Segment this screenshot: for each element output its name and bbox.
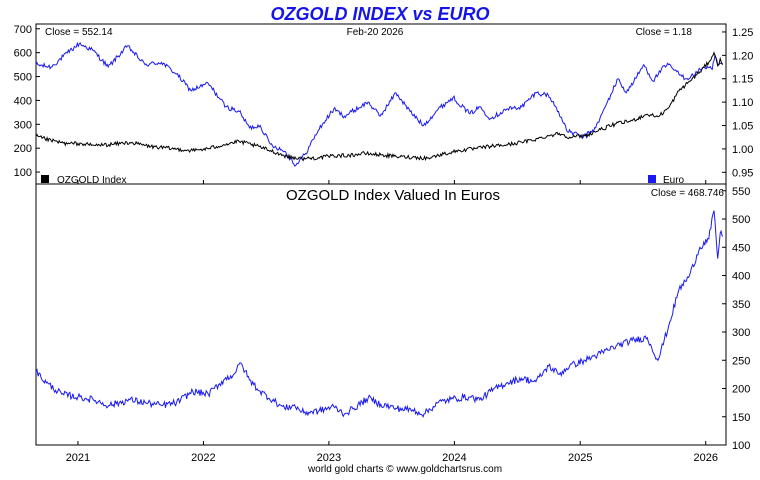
y-bottom-label-450: 450	[732, 242, 750, 254]
x-tick-label-2023: 2023	[317, 452, 341, 464]
y-right-label-1.1: 1.10	[732, 97, 753, 109]
y-bottom-label-200: 200	[732, 384, 750, 396]
y-left-label-700: 700	[14, 24, 32, 36]
y-left-label-600: 600	[14, 48, 32, 60]
y-bottom-label-300: 300	[732, 327, 750, 339]
y-left-label-200: 200	[14, 143, 32, 155]
y-right-label-1.2: 1.20	[732, 50, 753, 62]
top-close-right: Close = 1.18	[636, 27, 693, 38]
y-left-label-300: 300	[14, 119, 32, 131]
series-ozgold-in-euros	[35, 210, 724, 418]
x-tick-label-2024: 2024	[442, 452, 466, 464]
legend-euro-swatch	[648, 175, 656, 183]
lines-layer	[35, 41, 724, 418]
y-right-label-1.05: 1.05	[732, 121, 753, 133]
y-right-label-1: 1.00	[732, 144, 753, 156]
legend-index-swatch	[41, 175, 49, 183]
y-bottom-label-500: 500	[732, 214, 750, 226]
series-ozgold-index	[35, 51, 724, 162]
bottom-panel-frame	[35, 183, 727, 446]
bottom-panel-title: OZGOLD Index Valued In Euros	[286, 187, 500, 204]
y-right-label-1.25: 1.25	[732, 27, 753, 39]
x-tick-label-2021: 2021	[66, 452, 90, 464]
y-right-label-1.15: 1.15	[732, 74, 753, 86]
y-bottom-label-550: 550	[732, 186, 750, 198]
y-bottom-label-400: 400	[732, 271, 750, 283]
x-tick-label-2025: 2025	[568, 452, 592, 464]
top-close-left: Close = 552.14	[45, 27, 113, 38]
y-bottom-label-250: 250	[732, 355, 750, 367]
legend-index-label: OZGOLD Index	[57, 175, 126, 186]
top-panel-frame	[35, 23, 727, 185]
y-bottom-label-150: 150	[732, 412, 750, 424]
y-left-label-400: 400	[14, 95, 32, 107]
bottom-close-right: Close = 468.746	[651, 188, 725, 199]
footer-credit: world gold charts © www.goldchartsrus.co…	[307, 464, 502, 475]
legend-euro-label: Euro	[663, 175, 685, 186]
y-right-label-0.95: 0.95	[732, 167, 753, 179]
y-left-label-500: 500	[14, 72, 32, 84]
x-tick-label-2026: 2026	[693, 452, 717, 464]
top-date-label: Feb-20 2026	[347, 27, 404, 38]
x-tick-label-2022: 2022	[191, 452, 215, 464]
ticks-layer: 2021 2022 2023 2024 2025 2026 100 200 300 400 500 6…	[14, 24, 754, 464]
y-bottom-label-350: 350	[732, 299, 750, 311]
y-left-label-100: 100	[14, 167, 32, 179]
series-euro	[35, 41, 724, 167]
chart-title: OZGOLD INDEX vs EURO	[270, 4, 489, 24]
y-bottom-label-100: 100	[732, 440, 750, 452]
